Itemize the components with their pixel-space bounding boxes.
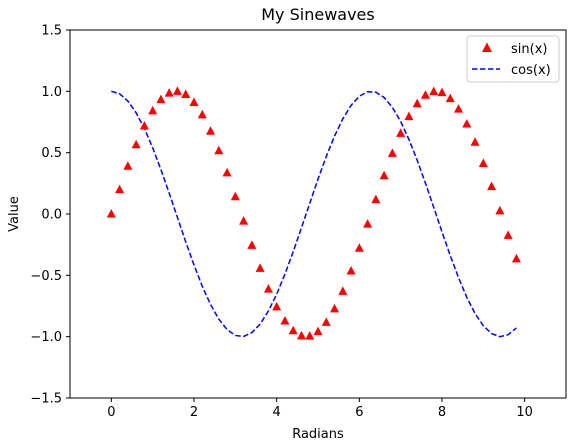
- x-tick-label: 8: [438, 405, 446, 420]
- sin-data-point: [272, 301, 282, 311]
- sin-data-point: [321, 317, 331, 326]
- sin-data-point: [511, 253, 521, 263]
- y-tick-label: −1.5: [30, 392, 62, 407]
- sin-data-point: [363, 219, 373, 228]
- sin-data-point: [247, 240, 257, 249]
- sin-data-point: [420, 90, 430, 99]
- sin-data-point: [387, 148, 397, 157]
- sin-data-point: [106, 209, 116, 218]
- x-tick-label: 10: [516, 405, 533, 420]
- x-tick-label: 2: [190, 405, 198, 420]
- y-axis-title: Value: [7, 196, 22, 232]
- legend-cos-label: cos(x): [511, 63, 551, 78]
- sin-data-point: [404, 111, 414, 121]
- sin-data-point: [189, 97, 199, 106]
- sin-data-point: [445, 93, 455, 103]
- y-tick-label: 0.0: [41, 208, 62, 223]
- sin-data-point: [305, 331, 315, 340]
- sin-data-point: [164, 88, 174, 97]
- sin-data-point: [156, 94, 166, 104]
- legend-sin-marker: [482, 42, 492, 52]
- sin-data-point: [346, 266, 356, 275]
- legend-box: [466, 35, 560, 83]
- sin-data-point: [396, 128, 406, 137]
- sin-data-point: [172, 86, 182, 95]
- sin-data-point: [313, 326, 323, 336]
- sin-data-point: [462, 118, 472, 128]
- x-tick-label: 4: [273, 405, 281, 420]
- sin-data-point: [478, 158, 488, 167]
- y-axis-ticks: −1.5 −1.0 −0.5 0.0 0.5 1.0 1.5: [30, 24, 70, 407]
- series-layer: [106, 86, 521, 340]
- sin-data-point: [487, 181, 497, 191]
- sin-data-point: [288, 325, 298, 335]
- sin-data-point: [412, 98, 422, 108]
- sin-data-point: [148, 105, 158, 115]
- sin-data-point: [338, 286, 348, 295]
- x-tick-label: 0: [107, 405, 115, 420]
- sin-data-point: [214, 145, 224, 155]
- y-tick-label: 1.0: [41, 85, 62, 100]
- legend: sin(x) cos(x): [466, 35, 560, 83]
- legend-sin-label: sin(x): [511, 42, 547, 57]
- sin-data-point: [131, 139, 141, 149]
- sin-data-point: [470, 137, 480, 146]
- chart-title: My Sinewaves: [261, 5, 374, 24]
- sin-data-point: [371, 194, 381, 204]
- sin-data-point: [495, 205, 505, 215]
- y-tick-label: −0.5: [30, 269, 62, 284]
- sin-data-point: [437, 87, 447, 97]
- sin-data-point: [379, 170, 389, 180]
- series-line-cos: [111, 90, 517, 338]
- sin-data-point: [280, 315, 290, 325]
- sin-data-point: [239, 216, 249, 225]
- y-tick-label: −1.0: [30, 330, 62, 345]
- sin-data-point: [206, 126, 216, 135]
- sin-data-point: [230, 191, 240, 201]
- sin-data-point: [139, 121, 149, 130]
- sin-data-point: [354, 243, 364, 252]
- x-axis-title: Radians: [292, 427, 344, 442]
- sin-data-point: [503, 230, 513, 239]
- sin-data-point: [330, 303, 340, 313]
- sin-data-point: [429, 86, 439, 96]
- x-tick-label: 6: [355, 405, 363, 420]
- sin-data-point: [115, 184, 125, 194]
- y-tick-label: 1.5: [41, 24, 62, 39]
- sin-data-point: [222, 167, 232, 177]
- sin-data-point: [123, 161, 133, 170]
- y-tick-label: 0.5: [41, 146, 62, 161]
- sin-data-point: [454, 104, 464, 113]
- sin-data-point: [296, 330, 306, 340]
- x-axis-ticks: 0 2 4 6 8 10: [107, 398, 533, 420]
- sin-data-point: [181, 89, 191, 99]
- sin-data-point: [263, 284, 273, 293]
- sin-data-point: [255, 263, 265, 272]
- sin-data-point: [197, 109, 207, 119]
